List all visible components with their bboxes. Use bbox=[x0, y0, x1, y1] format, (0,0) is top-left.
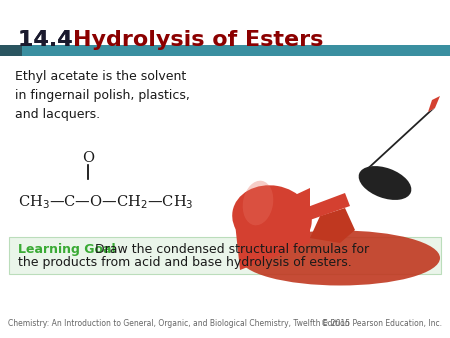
Bar bbox=[0, 45, 450, 56]
Text: CH$_3$—C—O—CH$_2$—CH$_3$: CH$_3$—C—O—CH$_2$—CH$_3$ bbox=[18, 193, 194, 211]
Ellipse shape bbox=[240, 231, 440, 286]
FancyBboxPatch shape bbox=[9, 237, 441, 274]
Polygon shape bbox=[428, 96, 440, 112]
Polygon shape bbox=[310, 208, 355, 243]
Ellipse shape bbox=[359, 166, 411, 200]
Text: 14.4  Hydrolysis of Esters: 14.4 Hydrolysis of Esters bbox=[18, 30, 338, 50]
Polygon shape bbox=[305, 193, 350, 220]
Text: 14.4: 14.4 bbox=[18, 30, 88, 50]
Text: Hydrolysis of Esters: Hydrolysis of Esters bbox=[73, 30, 324, 50]
Text: the products from acid and base hydrolysis of esters.: the products from acid and base hydrolys… bbox=[18, 256, 352, 269]
Text: 14.4: 14.4 bbox=[18, 30, 88, 50]
Text: Chemistry: An Introduction to General, Organic, and Biological Chemistry, Twelft: Chemistry: An Introduction to General, O… bbox=[8, 319, 350, 328]
Text: Ethyl acetate is the solvent
in fingernail polish, plastics,
and lacquers.: Ethyl acetate is the solvent in fingerna… bbox=[15, 70, 190, 121]
Text: © 2015 Pearson Education, Inc.: © 2015 Pearson Education, Inc. bbox=[321, 319, 442, 328]
Ellipse shape bbox=[232, 185, 312, 251]
Ellipse shape bbox=[243, 181, 273, 225]
Bar bbox=[0, 45, 22, 56]
Text: Learning Goal: Learning Goal bbox=[18, 243, 116, 256]
Polygon shape bbox=[235, 188, 310, 270]
Polygon shape bbox=[365, 108, 435, 170]
Text: Draw the condensed structural formulas for: Draw the condensed structural formulas f… bbox=[91, 243, 369, 256]
Text: O: O bbox=[82, 151, 94, 165]
